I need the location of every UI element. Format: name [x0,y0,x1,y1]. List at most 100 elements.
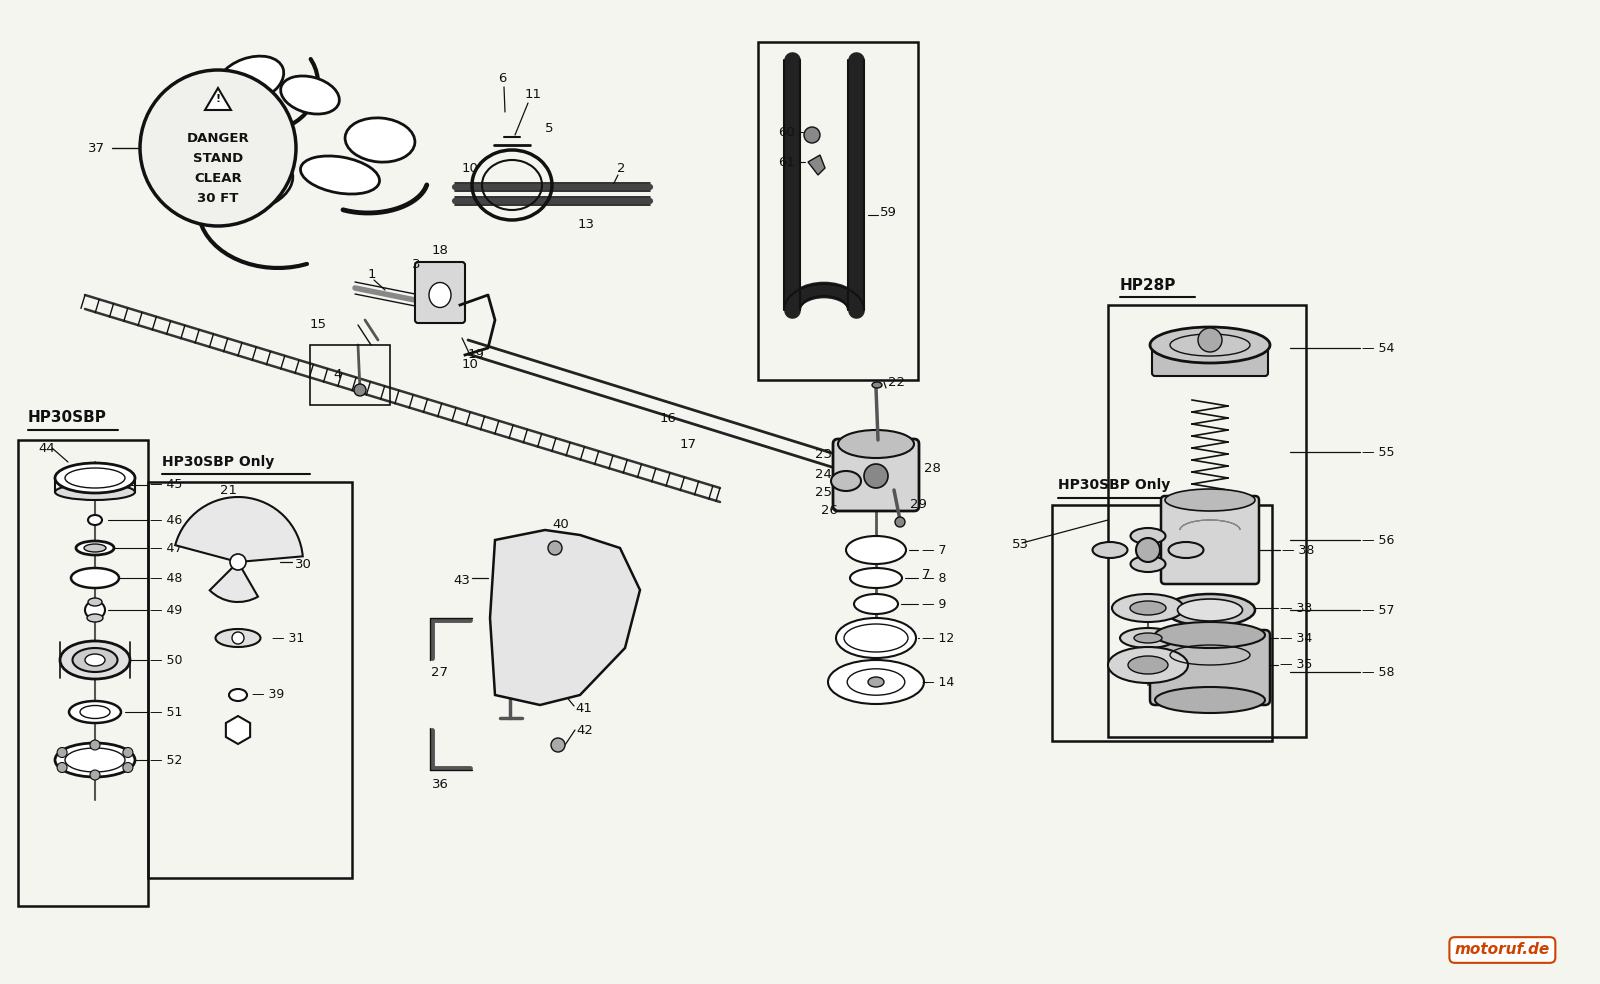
Polygon shape [808,155,826,175]
FancyBboxPatch shape [1162,496,1259,584]
Text: DANGER: DANGER [187,132,250,145]
Ellipse shape [835,618,915,658]
Text: 6: 6 [498,72,506,85]
Text: 19: 19 [467,348,485,361]
Text: — 47: — 47 [150,541,182,555]
Text: 42: 42 [576,723,594,736]
Text: 13: 13 [578,218,595,231]
Text: — 45: — 45 [150,478,182,491]
Text: 15: 15 [310,319,326,332]
Text: 10: 10 [462,161,478,174]
FancyBboxPatch shape [414,262,466,323]
Text: 24: 24 [814,467,832,480]
Ellipse shape [1107,647,1187,683]
Text: 44: 44 [38,442,54,455]
Text: 1: 1 [368,269,376,281]
Text: 36: 36 [432,778,448,791]
Ellipse shape [1093,542,1128,558]
Text: — 7: — 7 [922,543,947,557]
Text: 30 FT: 30 FT [197,192,238,205]
Text: 22: 22 [888,376,906,389]
Circle shape [123,748,133,758]
Ellipse shape [846,536,906,564]
Ellipse shape [1131,556,1165,572]
Ellipse shape [280,76,339,114]
Ellipse shape [54,743,134,777]
Ellipse shape [70,568,118,588]
Text: 10: 10 [462,358,478,372]
Text: — 51: — 51 [150,706,182,718]
Text: 37: 37 [88,142,106,154]
Text: !: ! [216,94,221,104]
Text: 16: 16 [661,411,677,424]
Ellipse shape [237,162,293,208]
Ellipse shape [429,282,451,307]
Ellipse shape [216,56,283,104]
Text: 21: 21 [221,483,237,497]
Text: HP30SBP Only: HP30SBP Only [162,455,274,469]
FancyBboxPatch shape [834,439,918,511]
Text: 27: 27 [432,665,448,679]
Text: — 57: — 57 [1362,603,1395,617]
Text: 41: 41 [574,702,592,714]
Ellipse shape [86,614,102,622]
Text: 53: 53 [1013,538,1029,551]
Ellipse shape [872,382,882,388]
Text: — 56: — 56 [1362,533,1394,546]
Text: — 14: — 14 [922,675,954,689]
Text: — 50: — 50 [150,653,182,666]
Text: 40: 40 [552,519,568,531]
Text: — 48: — 48 [150,572,182,584]
Text: — 49: — 49 [150,603,182,617]
Text: 4: 4 [334,368,342,382]
Bar [147,482,352,878]
Wedge shape [176,497,302,562]
Circle shape [58,748,67,758]
Text: 60: 60 [778,126,795,139]
Text: 23: 23 [814,449,832,461]
Text: 30: 30 [294,559,312,572]
Bar [310,345,390,405]
Bar [758,42,918,380]
Text: — 33: — 33 [1280,601,1312,614]
Ellipse shape [346,118,414,162]
Text: 61: 61 [778,155,795,168]
Text: — 54: — 54 [1362,341,1394,354]
Circle shape [141,70,296,226]
Ellipse shape [1131,528,1165,544]
Ellipse shape [1168,542,1203,558]
Ellipse shape [83,544,106,552]
Circle shape [90,770,99,780]
Text: — 46: — 46 [150,514,182,526]
Text: CLEAR: CLEAR [194,171,242,184]
Bar [18,440,147,906]
Text: 29: 29 [910,499,926,512]
Text: 59: 59 [880,206,898,218]
Ellipse shape [1155,687,1266,713]
Ellipse shape [829,660,925,704]
Circle shape [123,763,133,772]
Text: — 12: — 12 [922,632,954,645]
Text: — 55: — 55 [1362,446,1395,459]
Circle shape [1136,538,1160,562]
Circle shape [805,127,819,143]
Text: HP30SBP Only: HP30SBP Only [1058,478,1170,492]
Ellipse shape [854,594,898,614]
Ellipse shape [88,598,102,606]
Polygon shape [490,530,640,705]
FancyBboxPatch shape [1150,630,1270,705]
Text: — 39: — 39 [253,689,285,702]
Ellipse shape [867,677,883,687]
Circle shape [90,740,99,750]
Circle shape [1198,328,1222,352]
Ellipse shape [1165,489,1254,511]
Text: — 8: — 8 [922,572,947,584]
Ellipse shape [85,601,106,619]
Text: 28: 28 [925,461,941,474]
Text: 3: 3 [411,259,419,272]
Ellipse shape [301,155,379,194]
Text: — 35: — 35 [1280,658,1312,671]
Text: — 38: — 38 [1282,543,1314,557]
Ellipse shape [61,641,130,679]
Text: STAND: STAND [194,152,243,164]
